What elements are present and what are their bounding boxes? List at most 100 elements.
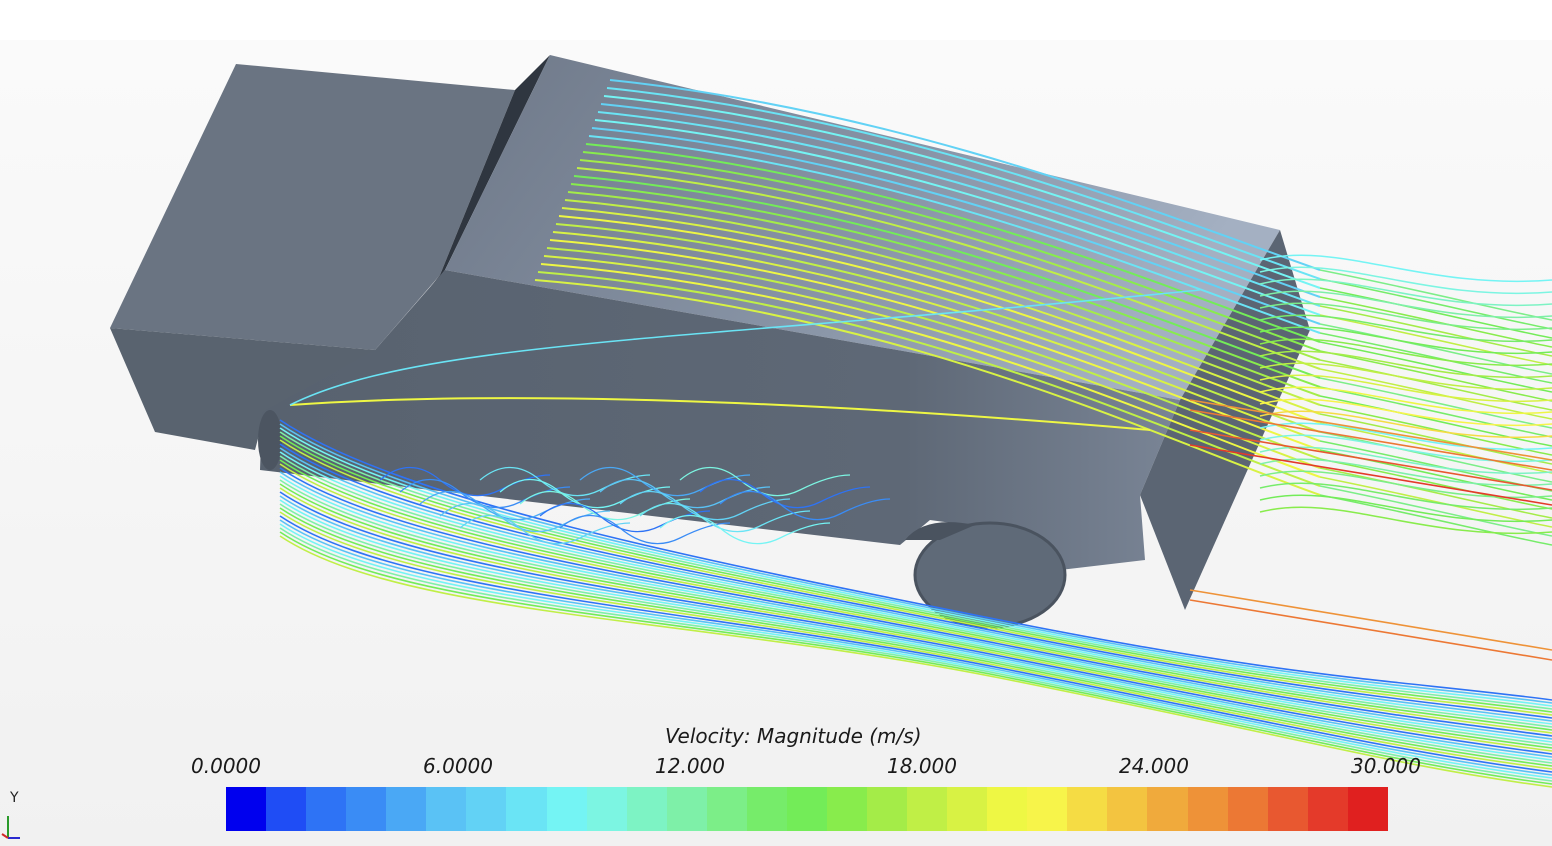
streamline [1259,350,1552,379]
colorbar-swatch [826,787,867,831]
streamline [279,487,1552,752]
streamlines [279,79,1552,788]
streamline [1319,314,1552,366]
streamline [609,79,1321,271]
streamline [679,467,851,497]
axis-triad-icon[interactable] [0,790,30,840]
colorbar-swatch [907,787,948,831]
streamline [603,95,1321,289]
roof-streamlines [534,79,1552,546]
streamline [1319,494,1552,546]
streamline [1259,494,1552,523]
streamline [1319,413,1552,465]
streamline [1319,278,1552,330]
rear-wheel [913,521,1067,629]
colorbar-swatch [306,787,347,831]
colorbar-swatch [1307,787,1348,831]
streamline [279,471,1552,740]
colorbar-swatch [1347,787,1388,831]
streamline [639,503,811,533]
streamline [597,111,1321,307]
front-face [110,328,375,450]
velocity-colorbar [226,787,1388,831]
streamline [1259,434,1552,463]
hood-surface [110,64,515,350]
colorbar-swatch [746,787,787,831]
side-panel [260,270,1180,570]
streamline [1319,458,1552,510]
colorbar-swatch [386,787,427,831]
front-wheel [258,410,282,470]
streamline [1259,374,1552,403]
streamline [534,279,1321,496]
streamline [552,231,1321,442]
colorbar-swatch [867,787,908,831]
streamline [289,289,1201,406]
streamline [719,491,891,521]
streamline [579,159,1321,361]
streamline [1319,269,1552,321]
streamline [585,143,1321,343]
streamline [279,479,1552,746]
streamline [279,447,1552,722]
streamline [1259,314,1552,343]
streamline [1259,446,1552,475]
streamline [1189,409,1552,471]
streamline [279,515,1552,773]
streamline [1259,326,1552,355]
streamline [549,239,1321,451]
streamline [279,503,1552,764]
streamline [555,223,1321,433]
streamline [1189,599,1552,661]
streamline [1259,410,1552,439]
streamline [1259,338,1552,367]
colorbar-swatch [706,787,747,831]
legend-tick-2: 12.000 [655,754,725,778]
colorbar-swatch [786,787,827,831]
colorbar-swatch [346,787,387,831]
streamline [1189,444,1552,506]
streamline [1319,422,1552,474]
colorbar-swatch [546,787,587,831]
colorbar-swatch [1227,787,1268,831]
streamline [591,127,1321,325]
streamline [279,495,1552,758]
colorbar-swatch [506,787,547,831]
streamline [279,435,1552,713]
streamline [279,463,1552,734]
streamline [279,491,1552,755]
colorbar-swatch [1027,787,1068,831]
streamline [1319,431,1552,483]
streamline [279,519,1552,776]
streamline [619,491,791,521]
colorbar-swatch [226,787,267,831]
legend-tick-5: 30.000 [1351,754,1421,778]
streamline [1259,278,1552,307]
streamline [279,455,1552,728]
colorbar-swatch [1067,787,1108,831]
colorbar-swatch [426,787,467,831]
streamline [1319,323,1552,375]
colorbar-swatch [1107,787,1148,831]
streamline [279,483,1552,749]
streamline [659,515,831,545]
streamline [1319,377,1552,429]
streamline [279,427,1552,707]
streamline [594,119,1321,316]
streamline [573,175,1321,379]
streamline [1319,395,1552,447]
streamline [1319,341,1552,393]
streamline [279,475,1552,743]
streamline [1259,362,1552,391]
streamline [606,87,1321,280]
colorbar-swatch [666,787,707,831]
streamline [279,459,1552,731]
streamline [279,443,1552,719]
streamline [540,263,1321,478]
streamline [1259,422,1552,451]
streamline [576,167,1321,370]
streamline [564,199,1321,406]
streamline [1319,359,1552,411]
streamline [1189,589,1552,651]
